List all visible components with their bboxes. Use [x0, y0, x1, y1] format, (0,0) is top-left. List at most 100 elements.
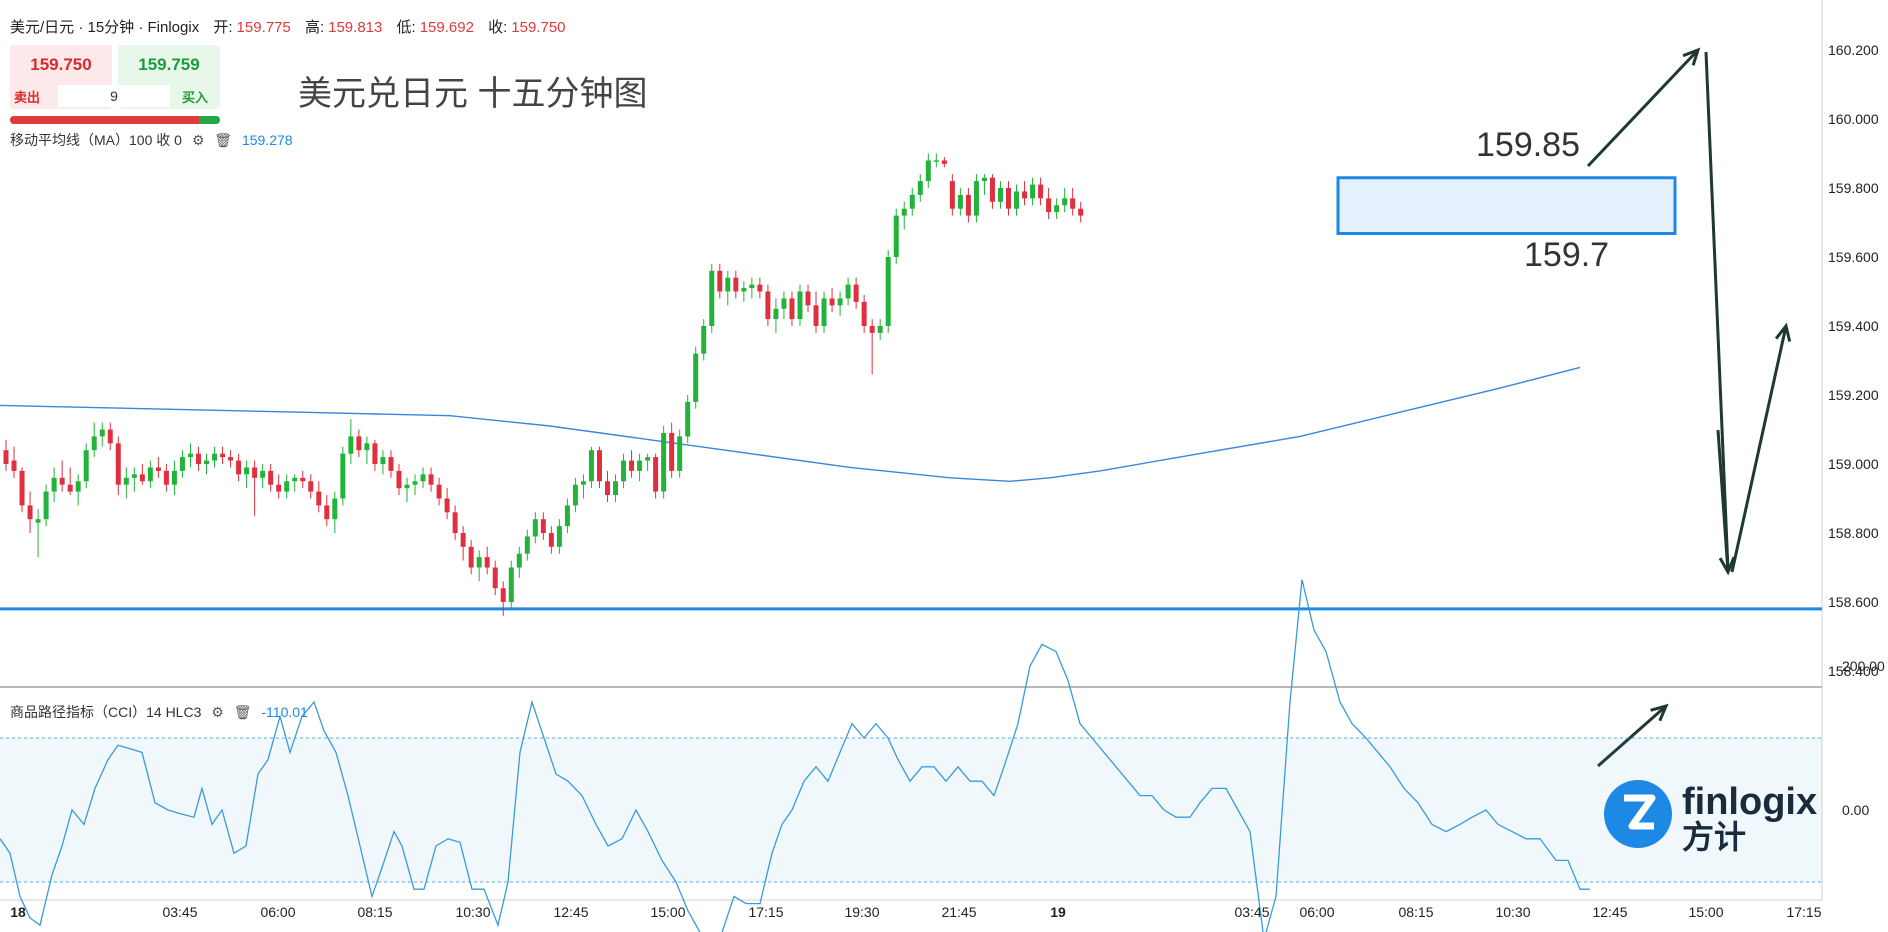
price-tick-label: 159.200 — [1828, 387, 1879, 403]
candle — [621, 460, 627, 482]
time-tick-label: 10:30 — [455, 904, 490, 920]
ma-value: 159.278 — [241, 132, 293, 148]
candle — [733, 277, 739, 292]
spread-fill — [10, 116, 199, 124]
candle — [965, 194, 971, 216]
candle — [661, 432, 667, 492]
candle — [1006, 188, 1011, 209]
candle — [107, 429, 113, 444]
projection-arrow-down — [1704, 51, 1730, 571]
candle — [605, 481, 610, 496]
sell-button[interactable]: 卖出 — [14, 90, 41, 105]
time-tick-label: 06:00 — [1299, 904, 1334, 920]
candle — [725, 277, 731, 292]
buy-button[interactable]: 买入 — [182, 90, 209, 105]
candle — [252, 467, 258, 478]
trash-icon[interactable]: 🗑 — [214, 132, 233, 148]
price-tick-label: 160.200 — [1828, 42, 1879, 58]
candle — [749, 284, 755, 289]
candle — [484, 557, 490, 568]
candle — [492, 567, 498, 589]
time-tick-label: 03:45 — [1234, 904, 1269, 920]
candle — [508, 567, 514, 602]
low-label: 低: — [396, 19, 416, 36]
candle — [588, 450, 594, 482]
candle — [372, 443, 378, 464]
candle — [1022, 191, 1028, 199]
candle — [917, 181, 923, 195]
time-tick-label: 19 — [1050, 904, 1066, 920]
candle — [637, 460, 643, 471]
candle — [556, 526, 562, 547]
candle — [596, 450, 602, 482]
candle — [1078, 208, 1084, 216]
candle — [324, 505, 330, 520]
candle — [885, 257, 891, 326]
gear-icon[interactable]: ⚙ — [191, 132, 205, 148]
candle — [532, 519, 538, 537]
candle — [973, 181, 979, 216]
candle — [91, 436, 97, 451]
cci-projection-arrow-head — [1650, 703, 1669, 722]
candle — [500, 588, 506, 602]
time-tick-label: 19:30 — [844, 904, 879, 920]
candle — [925, 160, 931, 182]
open-value: 159.775 — [236, 19, 291, 36]
candle — [171, 470, 177, 485]
candle — [460, 533, 466, 547]
cci-value: -110.01 — [261, 704, 308, 720]
price-tick-label: 158.800 — [1828, 525, 1879, 541]
candle — [949, 181, 955, 209]
candle — [989, 177, 995, 202]
low-value: 159.692 — [419, 19, 474, 36]
cci-indicator-row: 商品路径指标（CCI）14 HLC3 ⚙ 🗑 -110.01 — [10, 702, 308, 722]
candle — [292, 477, 298, 482]
candle — [933, 160, 939, 162]
candle — [709, 270, 715, 326]
candle — [268, 470, 274, 485]
time-tick-label: 15:00 — [650, 904, 685, 920]
candle — [741, 288, 747, 292]
price-tick-label: 159.000 — [1828, 456, 1879, 472]
candle — [364, 443, 370, 451]
range-high-label: 159.85 — [1476, 126, 1580, 164]
buy-price[interactable]: 159.759 — [138, 55, 200, 74]
sell-price[interactable]: 159.750 — [30, 55, 92, 74]
time-tick-label: 18 — [10, 904, 26, 920]
symbol-label: 美元/日元 · 15分钟 · Finlogix — [10, 19, 200, 36]
candle — [717, 270, 723, 292]
candle — [837, 298, 843, 306]
gear-icon[interactable]: ⚙ — [211, 704, 224, 720]
candle — [195, 453, 201, 464]
logo-brand: finlogix — [1682, 781, 1817, 823]
ma-indicator-row: 移动平均线（MA）100 收 0 ⚙ 🗑 159.278 — [10, 130, 293, 150]
chart-title: 美元兑日元 十五分钟图 — [298, 75, 648, 113]
candle — [629, 460, 635, 471]
candle — [228, 457, 234, 461]
candle — [380, 457, 386, 464]
candle — [877, 326, 883, 333]
price-tick-label: 159.800 — [1828, 180, 1879, 196]
projection-arrow-up — [1586, 48, 1700, 168]
trash-icon[interactable]: 🗑 — [233, 704, 252, 720]
candle — [204, 460, 209, 464]
close-value: 159.750 — [511, 19, 566, 36]
candle — [1062, 198, 1068, 206]
candle — [356, 436, 362, 451]
cci-projection-arrow — [1597, 704, 1667, 768]
quantity-input[interactable]: 9 — [58, 85, 170, 107]
projection-arrow-down-head — [1718, 556, 1736, 576]
candle — [35, 519, 41, 523]
candle — [187, 453, 193, 458]
candle — [701, 326, 707, 354]
open-label: 开: — [213, 19, 233, 36]
candle — [99, 429, 105, 437]
candle — [677, 436, 683, 471]
candle — [396, 470, 402, 489]
candle — [548, 533, 554, 547]
time-tick-label: 12:45 — [1592, 904, 1627, 920]
candle — [244, 467, 250, 475]
time-tick-label: 15:00 — [1688, 904, 1723, 920]
candle — [476, 557, 482, 568]
